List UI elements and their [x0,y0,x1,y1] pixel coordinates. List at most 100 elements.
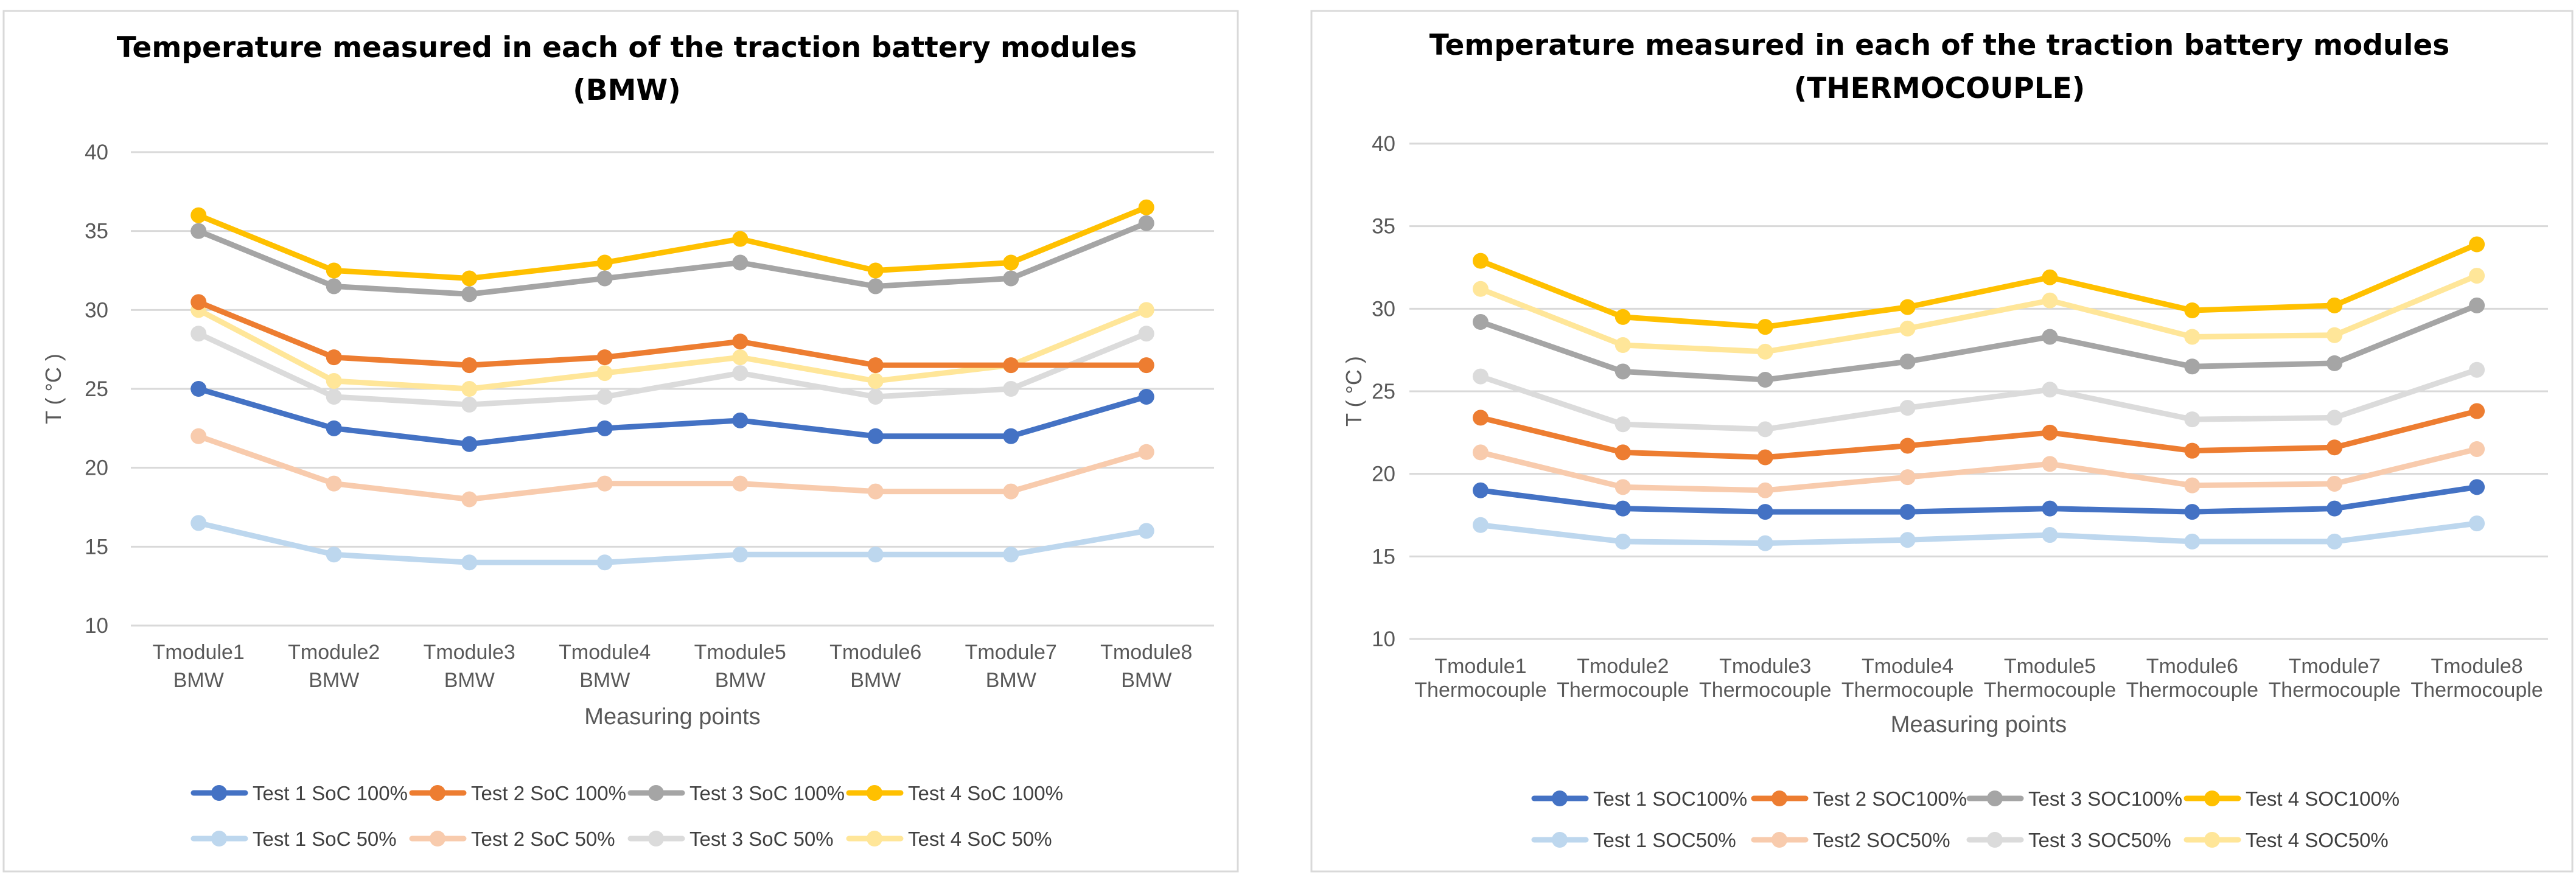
legend-swatch-marker [648,831,664,846]
data-point [596,365,613,382]
data-point [732,546,749,563]
x-tick-label: Tmodule6 [2146,655,2238,678]
data-point [1614,479,1631,495]
data-point [1614,533,1631,550]
data-point [867,373,884,389]
data-point [190,515,207,531]
data-point [2326,533,2343,550]
data-point [190,428,207,444]
x-tick-label: BMW [850,669,901,692]
data-point [2042,382,2058,398]
x-tick-label: Tmodule4 [559,641,651,664]
data-point [2326,439,2343,456]
data-point [2326,475,2343,492]
legend-swatch-marker [1987,791,2003,806]
x-tick-label: Thermocouple [2269,679,2401,702]
data-point [1472,253,1489,269]
data-point [732,365,749,382]
data-point [461,554,478,571]
data-point [326,388,342,405]
data-point [461,491,478,508]
legend-item: Test 3 SoC 100% [627,782,845,804]
series-test-3-soc50- [1472,361,2485,438]
data-point [1472,444,1489,461]
chart-title-line: Temperature measured in each of the trac… [1429,29,2450,62]
legend-label: Test2 SOC50% [1813,829,1950,851]
series-test-3-soc-100- [190,215,1154,302]
data-point [1614,500,1631,517]
data-point [2184,477,2201,494]
series-line [195,520,1150,565]
data-point [1003,270,1019,287]
x-axis-title: Measuring points [1891,712,2067,738]
x-tick-label: Thermocouple [2410,679,2543,702]
series-line [1478,446,2480,494]
data-point [190,223,207,239]
data-point [867,278,884,295]
series-test-1-soc-50- [190,515,1154,571]
y-tick-label: 40 [1372,132,1395,156]
legend-label: Test 3 SOC100% [2028,787,2182,810]
legend-item: Test 1 SoC 100% [190,782,408,804]
data-point [1472,482,1489,498]
data-point [2469,403,2485,419]
data-point [1757,504,1773,520]
legend-item: Test 3 SOC50% [1966,829,2171,851]
y-tick-label: 20 [1372,462,1395,486]
data-point [1757,421,1773,438]
data-point [867,428,884,444]
x-tick-label: Tmodule2 [1577,655,1669,678]
y-axis-title: T ( °C ) [41,354,66,424]
data-point [2326,410,2343,426]
data-point [596,270,613,287]
series-line [195,204,1150,281]
data-point [190,207,207,223]
series-test-2-soc-100- [190,294,1154,374]
data-point [1757,482,1773,498]
data-point [2042,292,2058,309]
legend-swatch-marker [1771,791,1787,806]
chart-frame [2,10,1239,873]
data-point [1138,388,1154,405]
data-point [461,270,478,287]
legend-item: Test 1 SoC 50% [190,828,397,850]
data-point [326,262,342,279]
data-point [1003,428,1019,444]
data-point [2042,424,2058,441]
data-point [732,475,749,492]
x-tick-label: Tmodule5 [2004,655,2096,678]
series-test2-soc50- [1472,441,2485,498]
x-tick-label: BMW [173,669,224,692]
x-tick-label: Thermocouple [1841,679,1974,702]
legend-label: Test 4 SOC50% [2246,829,2389,851]
data-point [2042,500,2058,517]
data-point [1003,357,1019,374]
data-point [1138,199,1154,215]
data-point [867,546,884,563]
legend-label: Test 4 SoC 100% [908,782,1063,804]
data-point [2326,297,2343,313]
data-point [1138,326,1154,342]
legend-item: Test 3 SOC100% [1966,787,2182,810]
data-point [461,381,478,397]
data-point [190,326,207,342]
x-tick-label: Tmodule1 [1434,655,1526,678]
legend-swatch-marker [2204,791,2220,806]
data-point [326,420,342,436]
data-point [2326,500,2343,517]
legend-swatch-marker [648,785,664,801]
legend-swatch-marker [211,785,227,801]
series-line [1478,520,2480,546]
y-tick-label: 15 [85,535,108,559]
legend-item: Test 2 SoC 50% [409,828,615,850]
legend-swatch-marker [1771,832,1787,848]
legend-label: Test 1 SoC 100% [253,782,408,804]
x-tick-label: BMW [444,669,495,692]
data-point [326,278,342,295]
x-tick-label: BMW [309,669,359,692]
legend-label: Test 4 SOC100% [2246,787,2400,810]
data-point [2042,329,2058,345]
data-point [2184,504,2201,520]
data-point [2326,355,2343,371]
legend-label: Test 1 SOC100% [1593,787,1747,810]
